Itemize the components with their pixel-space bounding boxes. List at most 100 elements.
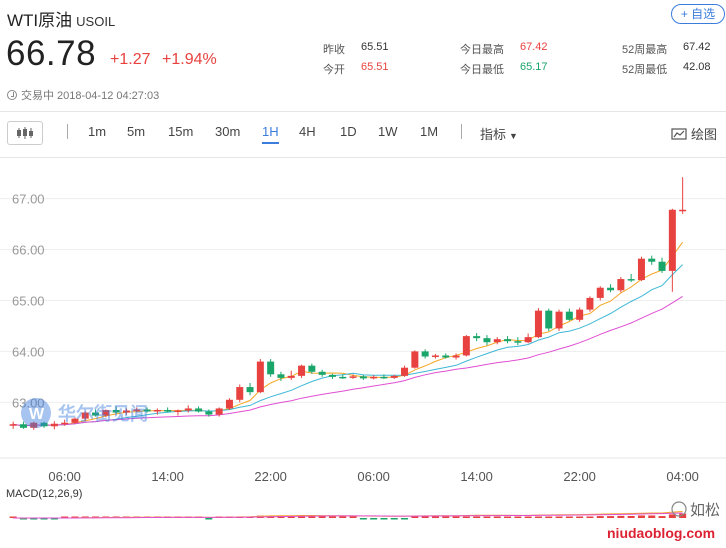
day-low-label: 今日最低 (460, 64, 504, 76)
add-watchlist-button[interactable]: + 自选 (671, 4, 725, 24)
candle-body (617, 279, 625, 291)
candle-body (524, 337, 532, 343)
macd-histogram-bar (40, 518, 48, 520)
divider (0, 157, 726, 158)
draw-tool-button[interactable]: 绘图 (671, 124, 717, 143)
x-tick-label: 06:00 (357, 469, 390, 484)
candle-body (452, 355, 460, 358)
prev-close-value: 65.51 (361, 41, 389, 53)
caret-down-icon: ▼ (509, 131, 518, 141)
macd-label: MACD(12,26,9) (6, 488, 82, 500)
macd-histogram-bar (287, 516, 295, 518)
candle-body (256, 361, 264, 393)
candle-body (30, 422, 38, 428)
tab-period-30m[interactable]: 30m (215, 124, 241, 139)
candle-body (215, 408, 223, 415)
macd-histogram-bar (679, 513, 687, 518)
candle-body (40, 422, 48, 427)
y-axis-ticks: 67.00 66.00 65.00 64.00 63.00 (12, 192, 45, 411)
macd-histogram-bar (596, 516, 604, 518)
macd-histogram-bar (658, 516, 666, 518)
candle-body (483, 338, 491, 343)
indicator-label: 指标 (480, 127, 507, 142)
tab-period-1d[interactable]: 1D (340, 124, 357, 139)
candle-body (112, 409, 120, 413)
candle-body (81, 412, 89, 419)
candle-body (431, 355, 439, 357)
macd-histogram-bar (565, 516, 573, 518)
site-watermark-bg (603, 524, 726, 542)
candle-body (287, 375, 295, 378)
candle-body (184, 408, 192, 411)
macd-histogram-bar (576, 516, 584, 518)
prev-close-label: 昨收 (323, 44, 345, 56)
open-value: 65.51 (361, 61, 389, 73)
macd-histogram-bar (473, 516, 481, 518)
candle-body (390, 375, 398, 378)
macd-histogram-bar (308, 516, 316, 518)
tab-period-5m[interactable]: 5m (127, 124, 146, 139)
candle-body (92, 412, 100, 416)
macd-histogram-bar (534, 516, 542, 518)
candle-body (504, 339, 512, 342)
tab-period-1m[interactable]: 1m (88, 124, 107, 139)
tab-period-1h[interactable]: 1H (262, 124, 279, 144)
macd-histogram-bar (298, 515, 306, 518)
macd-histogram-bar (462, 516, 470, 518)
candle-body (442, 355, 450, 358)
macd-histogram-bar (50, 518, 58, 520)
macd-histogram-bar (627, 515, 635, 518)
wechat-watermark-text: 如松 (690, 502, 720, 519)
candle-body (411, 351, 419, 368)
candle-body (637, 258, 645, 281)
site-watermark-text: niudaoblog.com (607, 525, 715, 541)
candle-body (19, 424, 27, 428)
instrument-title: WTI原油 USOIL (7, 6, 115, 31)
tab-period-1m-month[interactable]: 1M (420, 124, 439, 139)
candle-body (473, 336, 481, 339)
candle-body (627, 279, 635, 281)
candle-body (153, 409, 161, 412)
candle-body (174, 410, 182, 412)
macd-histogram-bar (504, 516, 512, 518)
macd-histogram-bar (339, 516, 347, 518)
tab-period-15m[interactable]: 15m (168, 124, 194, 139)
y-tick-label: 65.00 (12, 293, 45, 308)
macd-histogram-bar (442, 516, 450, 518)
candlestick-type-button[interactable] (7, 121, 43, 145)
candle-body (328, 374, 336, 377)
macd-dea-line (13, 512, 683, 519)
brand-logo-icon (21, 398, 51, 428)
macd-histogram-bar (9, 516, 17, 518)
y-tick-label: 63.00 (12, 395, 45, 410)
y-tick-label: 67.00 (12, 192, 45, 207)
x-tick-label: 14:00 (151, 469, 184, 484)
toolbar-separator (67, 124, 68, 139)
candle-body (308, 365, 316, 372)
indicator-dropdown[interactable]: 指标 ▼ (480, 124, 518, 143)
candle-body (401, 367, 409, 376)
macd-histogram-bar (380, 518, 388, 520)
macd-histogram-bar (483, 516, 491, 518)
w52-high-value: 67.42 (683, 41, 711, 53)
candle-body (50, 423, 58, 427)
clock-icon (7, 90, 17, 100)
w52-high-label: 52周最高 (622, 44, 668, 56)
candle-body (71, 418, 79, 423)
tab-period-1w[interactable]: 1W (378, 124, 398, 139)
instrument-name: WTI原油 (7, 11, 73, 30)
candle-body (236, 387, 244, 400)
macd-histogram-bar (71, 516, 79, 518)
tab-period-4h[interactable]: 4H (299, 124, 316, 139)
candle-body (555, 311, 563, 329)
macd-histogram-bar (637, 515, 645, 518)
brand-watermark-text: 华尔街见闻 (58, 403, 148, 424)
divider (0, 111, 726, 112)
candle-body (205, 411, 213, 415)
x-axis-ticks: 06:00 14:00 22:00 06:00 14:00 22:00 04:00 (48, 469, 699, 484)
ma10-line (13, 264, 683, 427)
x-tick-label: 04:00 (666, 469, 699, 484)
open-label: 今开 (323, 64, 345, 76)
price-chart[interactable]: 67.00 66.00 65.00 64.00 63.00 06:00 14:00 22:0… (0, 158, 726, 548)
